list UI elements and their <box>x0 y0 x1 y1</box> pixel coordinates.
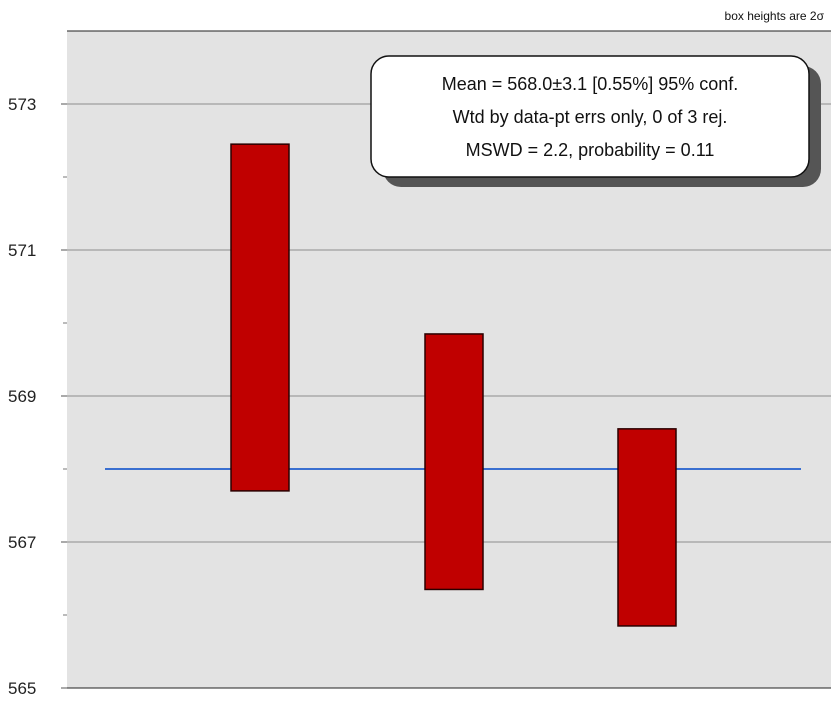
y-tick-label: 565 <box>8 679 36 698</box>
stats-line-mean: Mean = 568.0±3.1 [0.55%] 95% conf. <box>442 74 739 94</box>
y-tick-label: 571 <box>8 241 36 260</box>
stats-box-frame <box>370 55 810 178</box>
y-tick-label: 569 <box>8 387 36 406</box>
stats-box: Mean = 568.0±3.1 [0.55%] 95% conf. Wtd b… <box>370 55 821 187</box>
error-box <box>617 428 677 627</box>
stats-line-mswd: MSWD = 2.2, probability = 0.11 <box>466 140 715 160</box>
corner-note: box heights are 2σ <box>725 9 825 23</box>
error-box <box>424 333 484 591</box>
y-tick-label: 573 <box>8 95 36 114</box>
error-boxes <box>230 143 677 627</box>
stats-line-weighting: Wtd by data-pt errs only, 0 of 3 rej. <box>453 107 728 127</box>
error-box <box>230 143 290 492</box>
y-axis: 565 567 569 571 573 <box>8 95 67 698</box>
y-tick-label: 567 <box>8 533 36 552</box>
